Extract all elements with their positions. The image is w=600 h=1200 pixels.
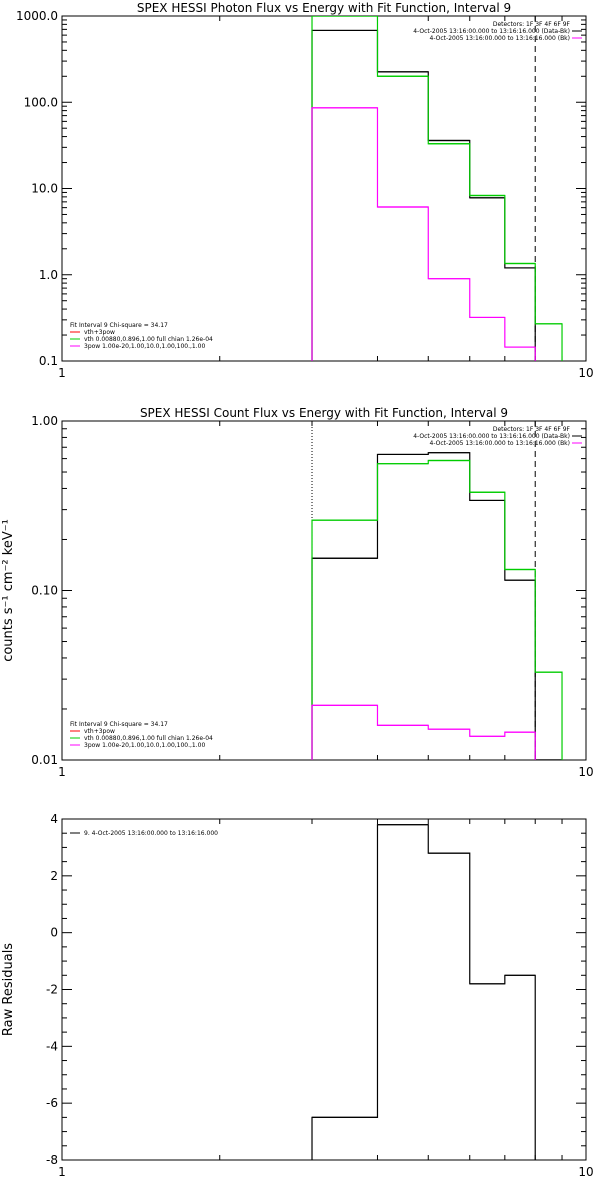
panel-3-xtick-label: 1 <box>58 1165 66 1179</box>
panel-2-ylabel: counts s⁻¹ cm⁻² keV⁻¹ <box>1 519 16 662</box>
panel-3-ytick-label: -6 <box>46 1096 58 1110</box>
panel-1-legend-left-entry: vth 0.00880,0.896,1.00 full chian 1.26e-… <box>84 336 213 343</box>
panel-2-legend-left-entry: vth+3pow <box>84 728 115 735</box>
panel-1-title: SPEX HESSI Photon Flux vs Energy with Fi… <box>137 1 511 15</box>
panel-2-legend-left-entry: vth 0.00880,0.896,1.00 full chian 1.26e-… <box>84 735 213 742</box>
panel-2-legend-left-entry: 3pow 1.00e-20,1.00,10.0,1.00,100.,1.00 <box>84 742 205 749</box>
panel-1-legend-right-entry: Detectors: 1F 3F 4F 6F 9F <box>493 21 571 28</box>
panel-2-title: SPEX HESSI Count Flux vs Energy with Fit… <box>140 406 508 420</box>
panel-1-axes-frame <box>61 15 587 362</box>
panel-2-legend-right-entry: 4-Oct-2005 13:16:00.000 to 13:16:16.000 … <box>430 440 571 447</box>
panel-2-axes-frame <box>61 420 587 761</box>
panel-1-ytick-label: 100.0 <box>24 95 58 109</box>
panel-3-series-1 <box>311 824 536 1160</box>
panel-2-ytick-label: 1.00 <box>31 414 58 428</box>
panel-2-series-2 <box>311 459 563 760</box>
panel-2-legend-right-entry: Detectors: 1F 3F 4F 6F 9F <box>493 426 571 433</box>
panel-1-ytick-label: 10.0 <box>31 182 58 196</box>
panel-2-series-1 <box>311 452 563 760</box>
panel-3-legend-left-entry: 9. 4-Oct-2005 13:16:00.000 to 13:16:16.0… <box>84 830 218 837</box>
panel-1-legend-left-entry: 3pow 1.00e-20,1.00,10.0,1.00,100.,1.00 <box>84 343 205 350</box>
panel-1-xtick-label: 10 <box>578 366 593 380</box>
panel-3-ytick-label: 0 <box>50 926 58 940</box>
panel-1-ytick-label: 1000.0 <box>16 9 58 23</box>
panel-3-xtick-label: 10 <box>578 1165 593 1179</box>
panel-3-ytick-label: -8 <box>46 1153 58 1167</box>
panel-1-series-2 <box>311 16 563 361</box>
panel-2-legend-left-entry: Fit Interval 9 Chi-square = 34.17 <box>70 721 168 728</box>
panel-3-ytick-label: 4 <box>50 812 58 826</box>
panel-2-legend-right-entry: 4-Oct-2005 13:16:00.000 to 13:16:16.000 … <box>413 433 570 440</box>
panel-2-series-3 <box>311 704 536 760</box>
panel-1-ytick-label: 0.1 <box>39 354 58 368</box>
panel-1-legend-right-entry: 4-Oct-2005 13:16:00.000 to 13:16:16.000 … <box>413 28 570 35</box>
panel-1-series-3 <box>311 107 536 361</box>
panel-3-ytick-label: -4 <box>46 1039 58 1053</box>
panel-3-axes-frame <box>61 818 587 1161</box>
panel-2-ytick-label: 0.10 <box>31 584 58 598</box>
panel-1-legend-left-entry: vth+3pow <box>84 329 115 336</box>
panel-1-legend-left-entry: Fit Interval 9 Chi-square = 34.17 <box>70 322 168 329</box>
panel-2-xtick-label: 10 <box>578 765 593 779</box>
panel-3-ytick-label: 2 <box>50 869 58 883</box>
panel-3-ytick-label: -2 <box>46 983 58 997</box>
panel-3-ylabel: Raw Residuals <box>1 943 16 1036</box>
panel-1-xtick-label: 1 <box>58 366 66 380</box>
panel-1-ytick-label: 1.0 <box>39 268 58 282</box>
panel-2-ytick-label: 0.01 <box>31 753 58 767</box>
panel-2-xtick-label: 1 <box>58 765 66 779</box>
panel-1-legend-right-entry: 4-Oct-2005 13:16:00.000 to 13:16:16.000 … <box>430 35 571 42</box>
